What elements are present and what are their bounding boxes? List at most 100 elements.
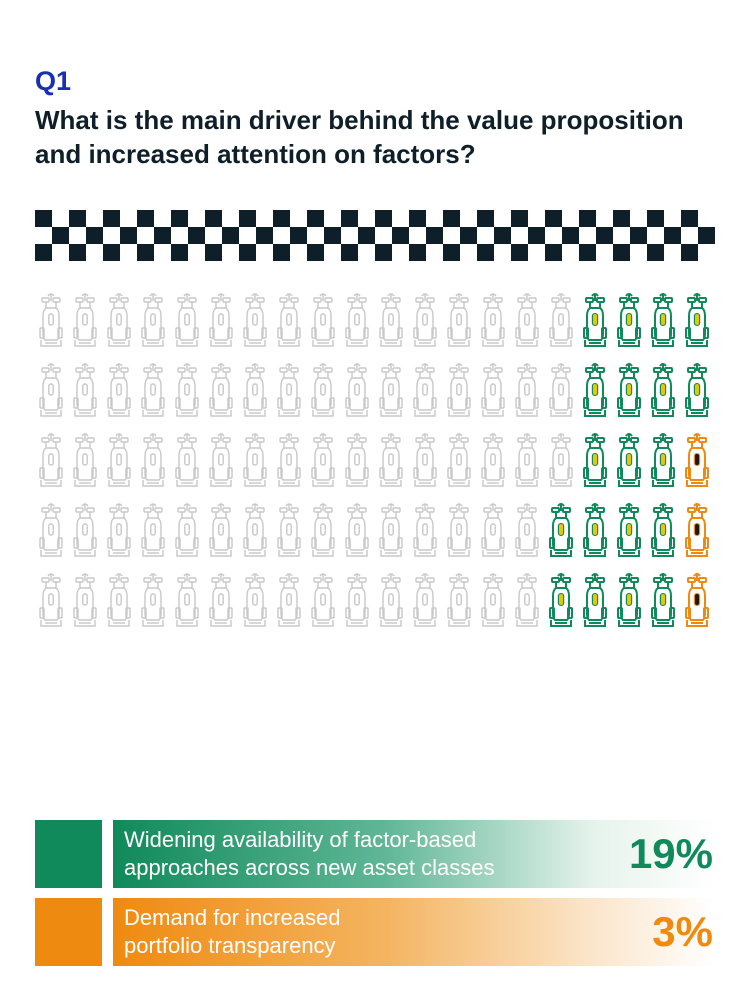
race-car-icon-inactive	[243, 433, 267, 487]
race-car-icon-inactive	[515, 573, 539, 627]
checker-square	[409, 244, 426, 261]
race-car-icon-green	[583, 503, 607, 557]
checker-square	[409, 210, 426, 227]
checker-square	[477, 210, 494, 227]
race-car-icon-green	[549, 503, 573, 557]
checker-square	[528, 227, 545, 244]
race-car-icon-inactive	[311, 573, 335, 627]
q-title: What is the main driver behind the value…	[35, 105, 684, 169]
checker-square	[341, 210, 358, 227]
checker-square	[681, 210, 698, 227]
race-car-icon-inactive	[107, 433, 131, 487]
race-car-icon-inactive	[447, 363, 471, 417]
checker-square	[52, 227, 69, 244]
race-car-icon-inactive	[209, 573, 233, 627]
race-car-icon-inactive	[379, 503, 403, 557]
race-car-icon-inactive	[311, 363, 335, 417]
race-car-icon-inactive	[515, 433, 539, 487]
checker-square	[579, 210, 596, 227]
race-car-icon-green	[617, 573, 641, 627]
race-car-icon-green	[651, 363, 675, 417]
checker-square	[375, 244, 392, 261]
race-car-icon-inactive	[515, 503, 539, 557]
race-car-icon-inactive	[345, 363, 369, 417]
race-car-icon-orange	[685, 503, 709, 557]
checker-square	[545, 244, 562, 261]
checker-square	[273, 244, 290, 261]
cockpit-marker	[695, 594, 699, 605]
checker-square	[35, 210, 52, 227]
pictograph-grid	[39, 293, 709, 627]
race-car-icon-inactive	[175, 293, 199, 347]
race-car-icon-inactive	[379, 293, 403, 347]
cockpit-marker	[695, 384, 699, 395]
race-car-icon-green	[685, 293, 709, 347]
race-car-icon-orange	[685, 433, 709, 487]
race-car-icon-inactive	[107, 573, 131, 627]
race-car-icon-inactive	[39, 573, 63, 627]
race-car-icon-inactive	[481, 573, 505, 627]
race-car-icon-inactive	[141, 573, 165, 627]
cockpit-marker	[593, 594, 597, 605]
checker-square	[273, 210, 290, 227]
race-car-icon-inactive	[277, 573, 301, 627]
cockpit-marker	[661, 524, 665, 535]
cockpit-marker	[695, 524, 699, 535]
race-car-icon-green	[549, 573, 573, 627]
checker-square	[120, 227, 137, 244]
checker-square	[443, 210, 460, 227]
race-car-icon-inactive	[73, 363, 97, 417]
race-car-icon-inactive	[481, 293, 505, 347]
legend-bar-orange	[113, 898, 715, 966]
checker-square	[137, 244, 154, 261]
race-car-icon-green	[617, 433, 641, 487]
race-car-icon-inactive	[549, 433, 573, 487]
race-car-icon-inactive	[141, 433, 165, 487]
race-car-icon-inactive	[413, 573, 437, 627]
race-car-icon-inactive	[175, 363, 199, 417]
race-car-icon-inactive	[481, 363, 505, 417]
checker-square	[188, 227, 205, 244]
checker-square	[239, 210, 256, 227]
race-car-icon-inactive	[209, 363, 233, 417]
checker-square	[341, 244, 358, 261]
checker-square	[562, 227, 579, 244]
race-car-icon-inactive	[243, 573, 267, 627]
race-car-icon-inactive	[175, 433, 199, 487]
race-car-icon-green	[617, 503, 641, 557]
checker-square	[392, 227, 409, 244]
race-car-icon-inactive	[515, 293, 539, 347]
checker-square	[358, 227, 375, 244]
cockpit-marker	[593, 524, 597, 535]
cockpit-marker	[627, 594, 631, 605]
legend-swatch-orange	[35, 898, 102, 966]
checker-square	[239, 244, 256, 261]
q-label: Q1	[35, 66, 72, 96]
checker-square	[86, 227, 103, 244]
checker-square	[511, 244, 528, 261]
race-car-icon-inactive	[141, 503, 165, 557]
checker-square	[545, 210, 562, 227]
checker-square	[426, 227, 443, 244]
race-car-icon-inactive	[39, 293, 63, 347]
checker-square	[205, 210, 222, 227]
race-car-icon-green	[617, 363, 641, 417]
checker-square	[307, 210, 324, 227]
checker-square	[375, 210, 392, 227]
race-car-icon-inactive	[413, 293, 437, 347]
race-car-icon-inactive	[39, 503, 63, 557]
checker-square	[596, 227, 613, 244]
race-car-icon-orange	[685, 573, 709, 627]
race-car-icon-inactive	[73, 433, 97, 487]
checker-square	[647, 244, 664, 261]
race-car-icon-inactive	[175, 573, 199, 627]
checker-square	[460, 227, 477, 244]
cockpit-marker	[559, 594, 563, 605]
race-car-icon-inactive	[209, 293, 233, 347]
race-car-icon-inactive	[379, 573, 403, 627]
race-car-icon-inactive	[73, 573, 97, 627]
checker-square	[477, 244, 494, 261]
race-car-icon-green	[583, 433, 607, 487]
race-car-icon-inactive	[413, 433, 437, 487]
race-car-icon-inactive	[39, 433, 63, 487]
